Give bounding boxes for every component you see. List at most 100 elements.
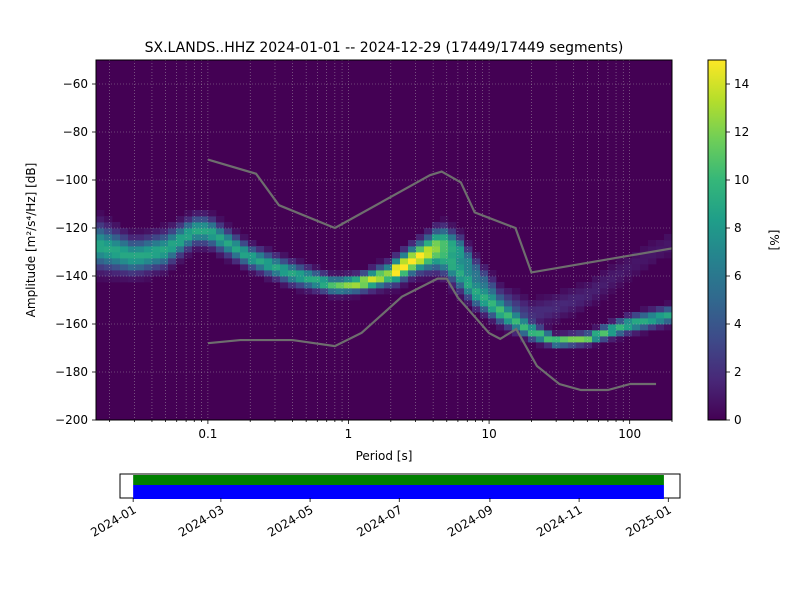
heatmap-cell <box>224 222 233 229</box>
heatmap-cell <box>464 258 473 265</box>
heatmap-cell <box>608 330 617 337</box>
heatmap-cell <box>312 288 321 295</box>
heatmap-cell <box>520 330 529 337</box>
heatmap-cell <box>360 276 369 283</box>
heatmap-cell <box>440 228 449 235</box>
heatmap-cell <box>504 324 513 331</box>
heatmap-cell <box>632 264 641 271</box>
heatmap-cell <box>160 252 169 259</box>
heatmap-cell <box>96 252 105 259</box>
date-tick-label: 2024-09 <box>445 502 495 539</box>
heatmap-cell <box>464 282 473 289</box>
heatmap-cell <box>208 210 217 217</box>
heatmap-cell <box>576 336 585 343</box>
heatmap-cell <box>96 270 105 277</box>
heatmap-cell <box>248 246 257 253</box>
heatmap-cell <box>656 318 665 325</box>
heatmap-cell <box>392 282 401 289</box>
heatmap-cell <box>392 276 401 283</box>
heatmap-cell <box>520 306 529 313</box>
colorbar-tick-label: 8 <box>734 221 742 235</box>
heatmap-cell <box>456 252 465 259</box>
heatmap-cell <box>512 312 521 319</box>
heatmap-cell <box>160 270 169 277</box>
heatmap-cell <box>112 276 121 283</box>
heatmap-cell <box>624 324 633 331</box>
heatmap-cell <box>376 270 385 277</box>
heatmap-cell <box>256 264 265 271</box>
heatmap-cell <box>448 288 457 295</box>
heatmap-cell <box>464 288 473 295</box>
heatmap-cell <box>336 282 345 289</box>
heatmap-cell <box>168 228 177 235</box>
heatmap-cell <box>152 234 161 241</box>
heatmap-cell <box>296 264 305 271</box>
heatmap-cell <box>128 246 137 253</box>
heatmap-cell <box>536 306 545 313</box>
heatmap-cell <box>608 264 617 271</box>
heatmap-cell <box>104 222 113 229</box>
heatmap-cell <box>128 252 137 259</box>
heatmap-cell <box>456 264 465 271</box>
heatmap-cell <box>544 294 553 301</box>
heatmap-cell <box>232 228 241 235</box>
heatmap-cell <box>176 246 185 253</box>
y-axis-ticks: −60 −80 −100 −120 −140 −160 −180 −200 <box>55 77 96 427</box>
date-tick-label: 2024-03 <box>176 502 226 539</box>
heatmap-cell <box>592 324 601 331</box>
heatmap-cell <box>336 270 345 277</box>
heatmap-cell <box>208 228 217 235</box>
heatmap-cell <box>472 294 481 301</box>
heatmap-cell <box>448 228 457 235</box>
y-axis-label: Amplitude [m²/s⁴/Hz] [dB] <box>24 163 38 318</box>
heatmap-cell <box>488 300 497 307</box>
heatmap-cell <box>448 252 457 259</box>
heatmap-cell <box>616 336 625 343</box>
heatmap-cell <box>240 246 249 253</box>
heatmap-cell <box>504 288 513 295</box>
heatmap-cell <box>376 288 385 295</box>
heatmap-cell <box>480 306 489 313</box>
heatmap-cell <box>240 252 249 259</box>
x-tick-label: 1 <box>345 427 353 441</box>
heatmap-cell <box>480 282 489 289</box>
heatmap-cell <box>336 288 345 295</box>
heatmap-cell <box>648 258 657 265</box>
heatmap-cell <box>448 276 457 283</box>
heatmap-cell <box>600 294 609 301</box>
heatmap-cell <box>304 264 313 271</box>
heatmap-cell <box>632 330 641 337</box>
heatmap-cell <box>560 312 569 319</box>
heatmap-cell <box>648 318 657 325</box>
heatmap-cell <box>104 264 113 271</box>
heatmap-cell <box>408 270 417 277</box>
heatmap-cell <box>416 240 425 247</box>
heatmap-cell <box>496 282 505 289</box>
heatmap-cell <box>176 216 185 223</box>
heatmap-cell <box>96 258 105 265</box>
heatmap-cell <box>192 222 201 229</box>
heatmap-cell <box>96 234 105 241</box>
heatmap-cell <box>120 252 129 259</box>
heatmap-cell <box>448 258 457 265</box>
heatmap-cell <box>392 288 401 295</box>
heatmap-cell <box>592 276 601 283</box>
heatmap-cell <box>336 276 345 283</box>
heatmap-cell <box>616 258 625 265</box>
heatmap-cell <box>96 276 105 283</box>
heatmap-cell <box>416 246 425 253</box>
heatmap-cell <box>192 240 201 247</box>
x-tick-label: 0.1 <box>198 427 217 441</box>
heatmap-cell <box>184 210 193 217</box>
heatmap-cell <box>376 282 385 289</box>
heatmap-cell <box>456 282 465 289</box>
heatmap-cell <box>136 252 145 259</box>
ppsd-heatmap <box>96 60 673 420</box>
x-tick-label: 10 <box>481 427 496 441</box>
heatmap-cell <box>512 330 521 337</box>
heatmap-cell <box>440 216 449 223</box>
heatmap-cell <box>536 342 545 349</box>
heatmap-cell <box>392 258 401 265</box>
heatmap-cell <box>176 228 185 235</box>
heatmap-cell <box>464 300 473 307</box>
